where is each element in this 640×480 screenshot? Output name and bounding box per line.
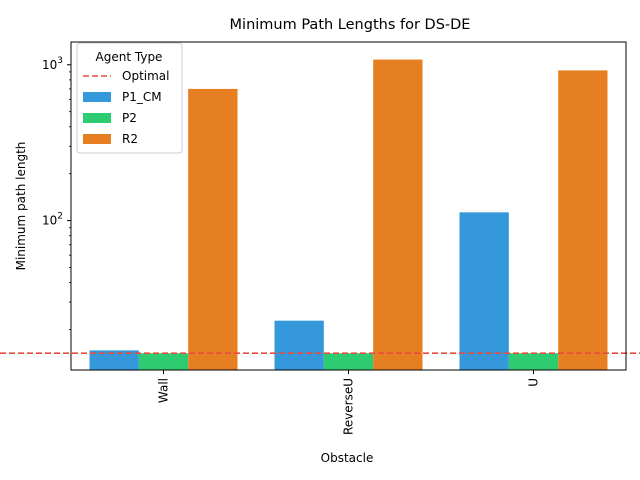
legend-entries: Optimal P1_CM P2 R2 <box>83 69 169 146</box>
bar-p2-u <box>508 353 559 370</box>
legend-box <box>76 42 183 154</box>
legend-label: R2 <box>122 132 138 146</box>
bar-p1-cm-u <box>459 212 509 370</box>
x-tick-label: ReverseU <box>342 378 356 435</box>
bar-p1-cm-reverseu <box>274 320 324 370</box>
plot-area <box>89 59 608 371</box>
y-axis-label: Minimum path length <box>14 142 28 271</box>
bar-r2-wall <box>188 88 238 370</box>
legend-swatch-r2 <box>83 134 111 144</box>
x-ticks: Wall ReverseU U <box>157 370 541 435</box>
legend-label: Optimal <box>122 69 169 83</box>
bar-r2-reverseu <box>373 59 423 371</box>
legend-label: P2 <box>122 111 137 125</box>
x-axis-label: Obstacle <box>321 451 374 465</box>
legend-swatch-p1-cm <box>83 92 111 102</box>
bar-p2-wall <box>138 353 189 370</box>
x-tick-label: Wall <box>157 378 171 403</box>
chart-title: Minimum Path Lengths for DS-DE <box>230 17 471 33</box>
legend-label: P1_CM <box>122 90 162 104</box>
legend: Agent Type Optimal P1_CM P2 R2 <box>76 42 183 154</box>
bar-p2-reverseu <box>323 353 374 370</box>
legend-swatch-p2 <box>83 113 111 123</box>
legend-title: Agent Type <box>96 50 163 64</box>
x-tick-label: U <box>527 378 541 387</box>
bar-r2-u <box>558 70 608 371</box>
bar-p1-cm-wall <box>89 350 139 370</box>
